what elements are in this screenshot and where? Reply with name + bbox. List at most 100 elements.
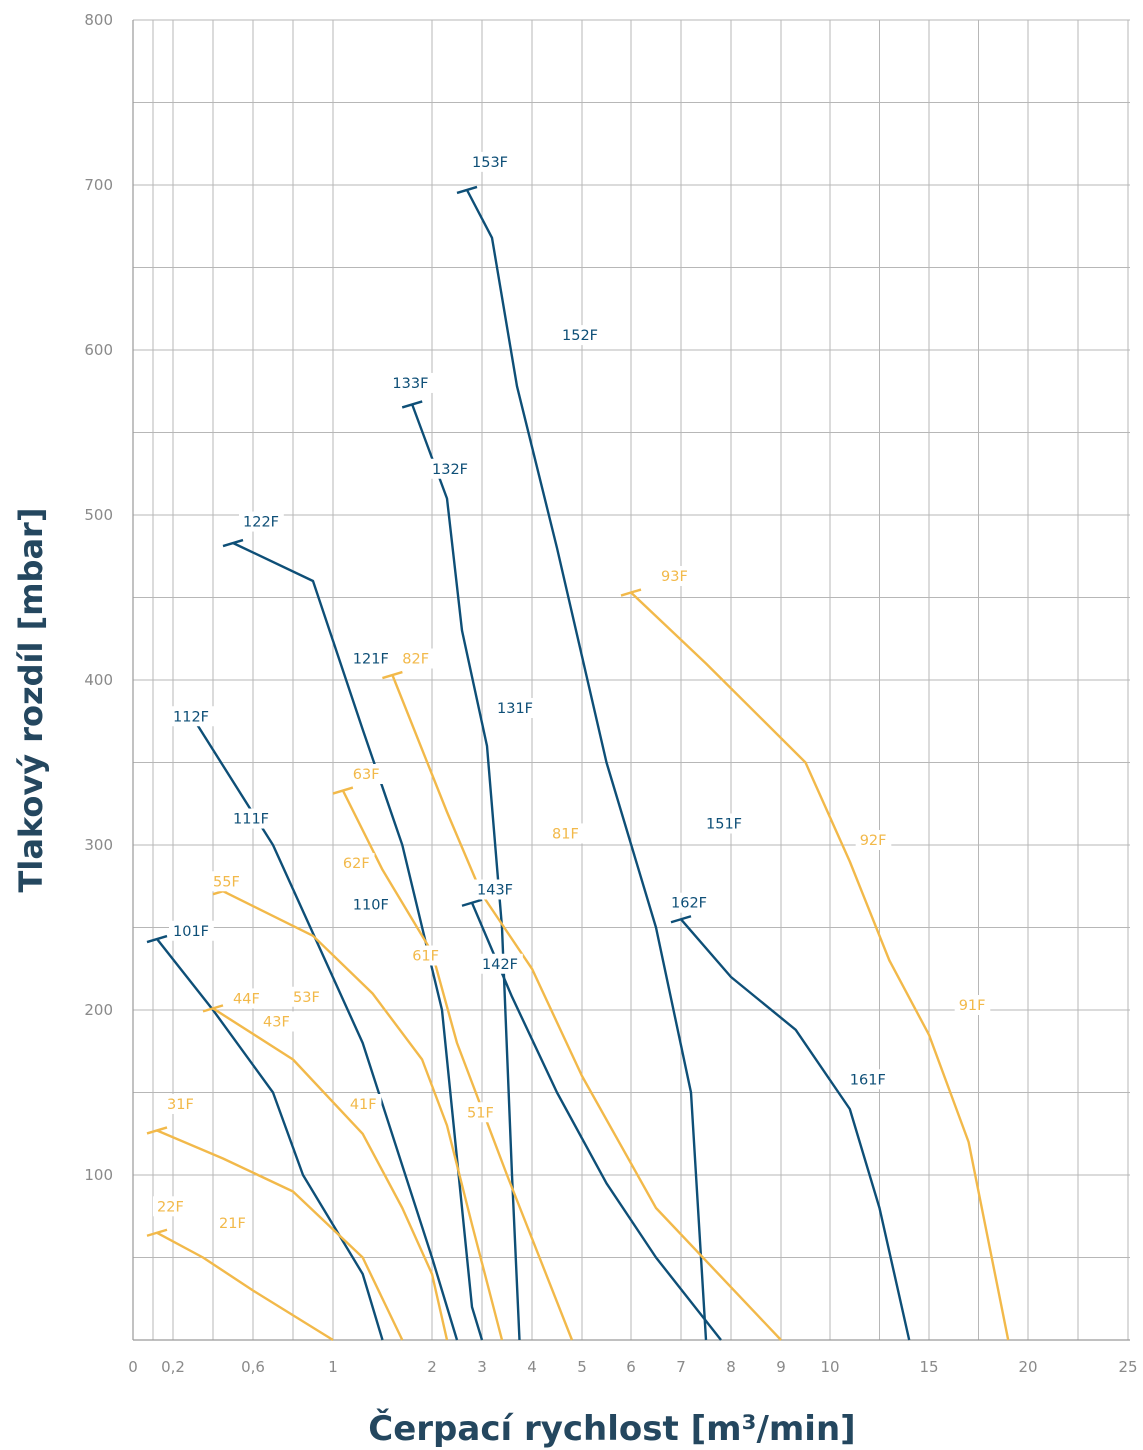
curve-label-background: [398, 648, 434, 669]
curve-label-131F: 131F: [497, 701, 533, 717]
curve-label-background: [548, 823, 584, 844]
curve-label-background: [473, 879, 518, 900]
curve-label-153F: 153F: [472, 155, 508, 171]
curve-label-82F: 82F: [402, 652, 429, 668]
curve-label-91F: 91F: [959, 998, 986, 1014]
curve-label-61F: 61F: [412, 949, 439, 965]
curve-start-tick: [382, 670, 403, 680]
x-tick-label: 0,6: [241, 1358, 265, 1376]
curve-label-background: [657, 566, 693, 586]
curve-label-background: [388, 372, 434, 393]
curve-label-background: [338, 853, 375, 874]
curve-label-122F: 122F: [243, 515, 279, 531]
curve-label-background: [408, 945, 444, 966]
x-tick-label: 10: [820, 1358, 839, 1376]
curve-label-43F: 43F: [263, 1015, 290, 1031]
curve-label-152F: 152F: [562, 328, 598, 344]
curve-label-44F: 44F: [233, 991, 260, 1007]
curve-2: [191, 717, 459, 1341]
curve-5: [465, 189, 708, 1341]
curve-10: [212, 1007, 449, 1341]
curve-label-112F: 112F: [173, 709, 209, 725]
x-axis-title: Čerpací rychlost [m³/min]: [368, 1408, 855, 1449]
x-tick-label: 8: [726, 1358, 736, 1376]
y-tick-label: 400: [84, 671, 113, 689]
curve-start-tick: [401, 400, 423, 409]
curve-label-background: [558, 325, 603, 346]
curve-label-background: [855, 830, 892, 850]
curve-label-110F: 110F: [353, 897, 389, 913]
curve-start-tick: [456, 185, 478, 195]
curve-1: [156, 938, 384, 1341]
curve-14: [630, 591, 1010, 1341]
curve-13: [391, 674, 782, 1341]
x-tick-label: 5: [577, 1358, 587, 1376]
x-tick-label: 4: [527, 1358, 537, 1376]
curve-label-133F: 133F: [392, 376, 428, 392]
x-tick-label: 6: [626, 1358, 636, 1376]
curve-label-63F: 63F: [353, 767, 380, 783]
chart-grid: [132, 19, 1130, 1341]
curve-label-background: [468, 151, 513, 172]
curve-label-background: [239, 511, 284, 532]
curve-label-21F: 21F: [219, 1216, 246, 1232]
curve-label-31F: 31F: [167, 1097, 194, 1113]
curve-label-background: [954, 995, 991, 1015]
curve-start-tick: [461, 898, 483, 907]
curve-label-background: [428, 458, 473, 479]
y-tick-label: 700: [84, 176, 113, 194]
curve-label-background: [229, 808, 274, 829]
curve-label-background: [845, 1069, 891, 1090]
x-tick-label: 7: [676, 1358, 686, 1376]
curve-4: [411, 404, 521, 1341]
curve-label-background: [215, 1212, 251, 1233]
curve-label-41F: 41F: [350, 1097, 377, 1113]
curve-label-121F: 121F: [353, 652, 389, 668]
curve-label-background: [348, 764, 385, 784]
curve-start-tick: [146, 934, 168, 944]
y-tick-label: 600: [84, 341, 113, 359]
y-tick-label: 300: [84, 836, 113, 854]
curve-label-143F: 143F: [477, 883, 513, 899]
x-tick-label: 25: [1118, 1358, 1137, 1376]
curve-start-tick: [146, 1228, 168, 1237]
curve-label-background: [169, 706, 214, 727]
curve-label-background: [259, 1011, 295, 1032]
curve-6: [470, 902, 722, 1341]
x-tick-label: 15: [919, 1358, 938, 1376]
curve-label-53F: 53F: [293, 990, 320, 1006]
curve-label-151F: 151F: [706, 817, 742, 833]
curve-label-81F: 81F: [552, 826, 579, 842]
curve-start-tick: [332, 786, 354, 795]
chart-curve-labels: 101F 110F 111F 112F 121F 122F 131F 132F 133F 142F…: [153, 151, 991, 1233]
curve-11: [222, 890, 504, 1341]
curve-label-161F: 161F: [850, 1072, 886, 1088]
x-tick-label: 1: [328, 1358, 338, 1376]
curve-label-142F: 142F: [482, 957, 518, 973]
curve-label-93F: 93F: [661, 569, 688, 585]
curve-label-55F: 55F: [213, 874, 240, 890]
curve-label-162F: 162F: [671, 896, 707, 912]
curve-label-background: [229, 988, 265, 1009]
curve-label-51F: 51F: [467, 1105, 494, 1121]
curve-label-background: [169, 920, 214, 941]
curve-label-background: [463, 1102, 499, 1123]
curve-label-background: [348, 648, 394, 669]
curve-label-92F: 92F: [860, 833, 887, 849]
curve-label-background: [702, 813, 747, 834]
curve-3: [232, 541, 484, 1341]
y-axis-title: Tlakový rozdíl [mbar]: [12, 508, 50, 893]
curve-12: [341, 789, 574, 1341]
curve-label-background: [478, 953, 523, 974]
chart-series: [146, 185, 1010, 1342]
curve-start-tick: [222, 538, 244, 548]
x-tick-label: 0,2: [161, 1358, 185, 1376]
x-tick-label: 0: [128, 1358, 138, 1376]
y-tick-label: 800: [84, 11, 113, 29]
curve-8: [156, 1231, 334, 1342]
chart-tick-labels: 100 200 300 400 500 600 700 800 0 0,2 0,6 1 2 3 4 5 6 7 8 9…: [84, 11, 1137, 1376]
curve-label-22F: 22F: [157, 1199, 184, 1215]
curve-label-111F: 111F: [233, 812, 269, 828]
x-tick-label: 9: [776, 1358, 786, 1376]
